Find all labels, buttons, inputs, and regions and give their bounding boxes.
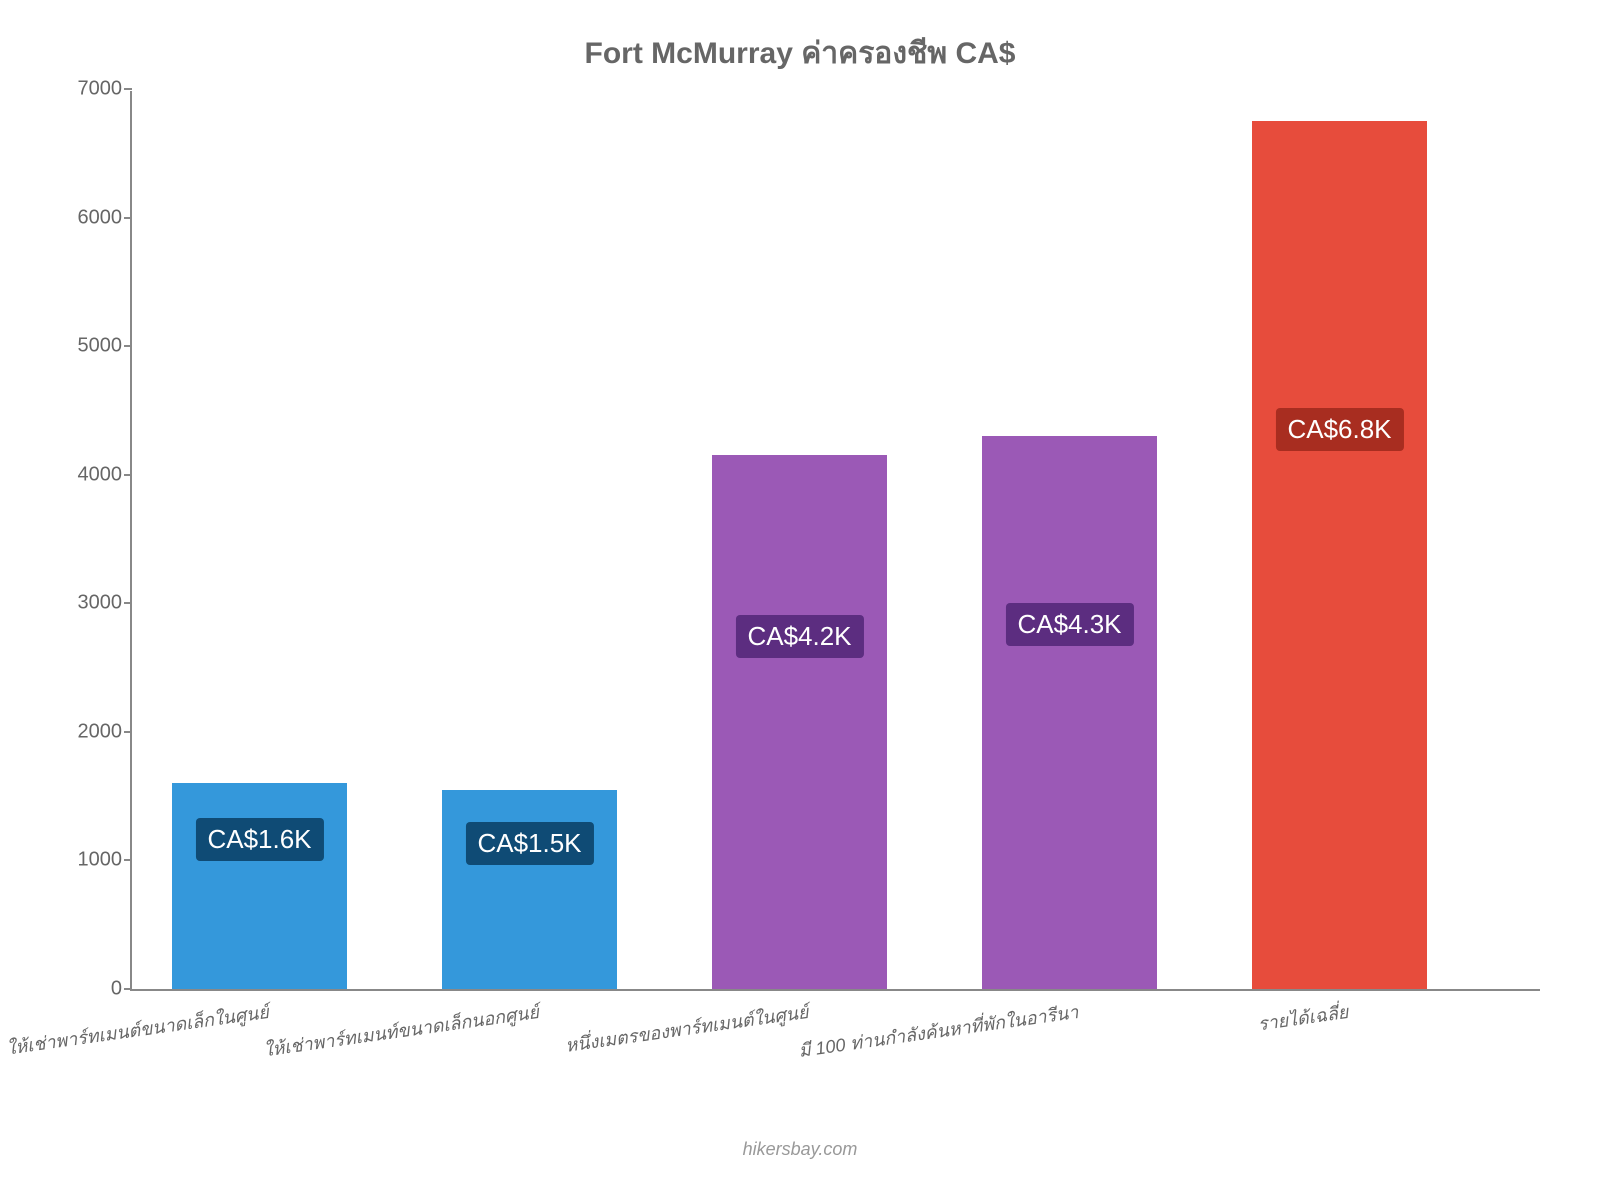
y-tick-mark [124,345,132,347]
bar-value-label: CA$6.8K [1275,408,1403,451]
bar [172,783,347,989]
y-tick-label: 3000 [62,592,122,615]
bar-value-label: CA$1.6K [195,818,323,861]
y-tick-mark [124,217,132,219]
bar [982,436,1157,989]
y-tick-mark [124,859,132,861]
y-tick-label: 1000 [62,849,122,872]
bar [1252,121,1427,989]
x-tick-label: ให้เช่าพาร์ทเมนต์ขนาดเล็กในศูนย์ [4,997,270,1063]
bar [442,790,617,989]
y-tick-mark [124,731,132,733]
chart-title: Fort McMurray ค่าครองชีพ CA$ [60,30,1540,77]
y-tick-label: 4000 [62,463,122,486]
y-tick-mark [124,474,132,476]
x-tick-label: หนึ่งเมตรของพาร์ทเมนต์ในศูนย์ [563,997,810,1060]
y-tick-label: 5000 [62,335,122,358]
source-attribution: hikersbay.com [0,1139,1600,1160]
y-tick-mark [124,602,132,604]
y-tick-mark [124,988,132,990]
chart-container: Fort McMurray ค่าครองชีพ CA$ 01000200030… [60,30,1540,1090]
x-tick-label: มี 100 ท่านกำลังค้นหาที่พักในอารีนา [797,997,1080,1065]
y-tick-label: 7000 [62,78,122,101]
y-tick-label: 2000 [62,720,122,743]
y-tick-label: 0 [62,978,122,1001]
x-axis-labels: ให้เช่าพาร์ทเมนต์ขนาดเล็กในศูนย์ให้เช่าพ… [130,991,1540,1081]
bar [712,455,887,989]
bar-value-label: CA$1.5K [465,822,593,865]
y-tick-mark [124,88,132,90]
bar-value-label: CA$4.3K [1005,603,1133,646]
bar-value-label: CA$4.2K [735,615,863,658]
y-tick-label: 6000 [62,206,122,229]
x-tick-label: รายได้เฉลี่ย [1256,997,1350,1038]
plot-area: 01000200030004000500060007000CA$1.6KCA$1… [130,91,1540,991]
x-tick-label: ให้เช่าพาร์ทเมนท์ขนาดเล็กนอกศูนย์ [261,997,540,1064]
